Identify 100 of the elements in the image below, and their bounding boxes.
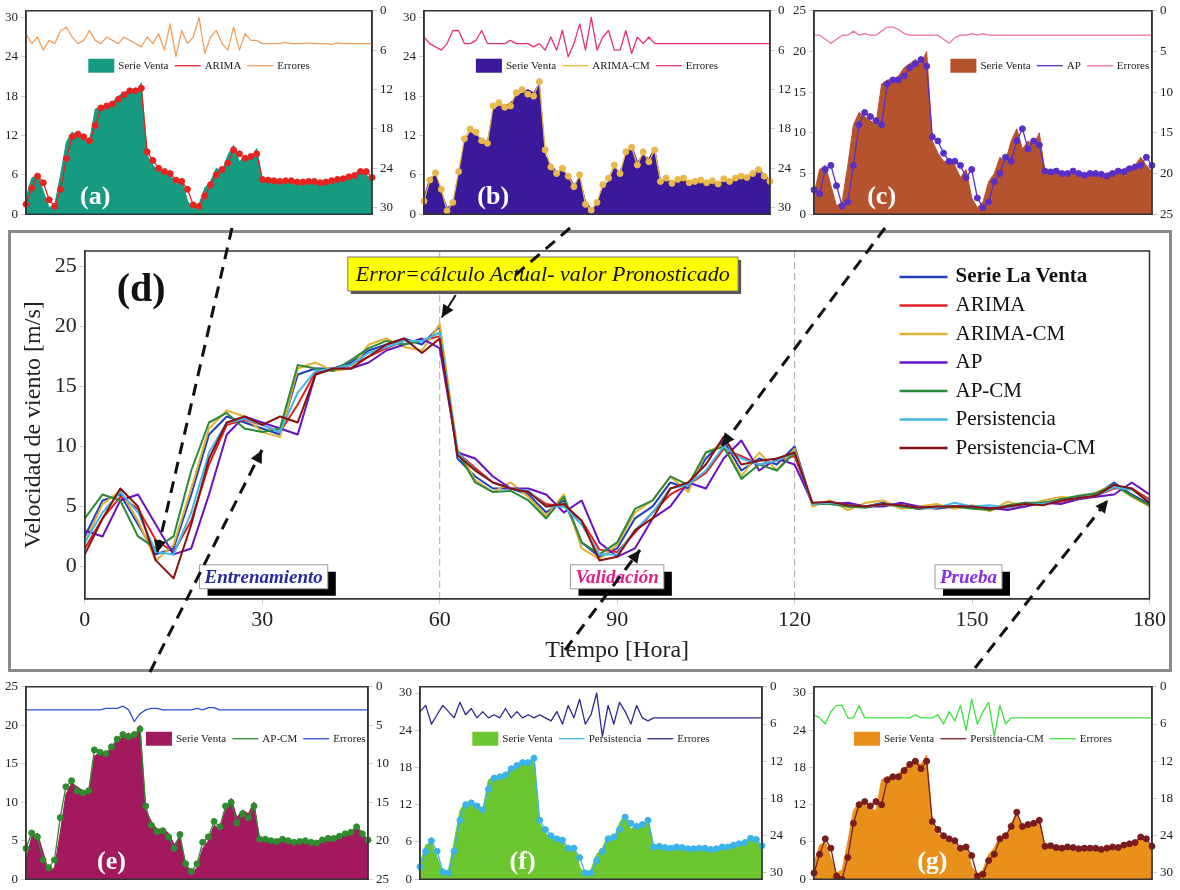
legend-label: Errores [277,58,310,71]
y2-tick-label: 30 [770,864,783,880]
y-tick-label: 18 [5,87,18,103]
y2-tick-label: 6 [380,41,387,57]
y2-tick-label: 25 [376,870,389,886]
text: (f) [509,846,536,876]
y-tick-label: 5 [799,164,806,180]
legend-label: Serie Venta [118,58,169,71]
legend-label: ARIMA [955,292,1027,317]
y2-tick-label: 0 [778,2,785,18]
y-tick-label: 10 [54,432,77,458]
y-tick-label: 15 [5,755,18,771]
legend-label: Errores [333,731,366,744]
legend-label: Serie Venta [502,731,553,744]
y-tick-label: 6 [799,833,807,849]
text: (a) [80,181,111,211]
legend-label: Serie Venta [883,731,935,744]
legend-label: Serie Venta [505,58,557,71]
legend-label: Serie Venta [980,58,1031,71]
y-tick-label: 25 [54,252,77,278]
y2-tick-label: 0 [376,678,383,694]
y2-tick-label: 10 [376,755,389,771]
y-tick-label: 30 [5,8,18,24]
y2-tick-label: 12 [770,752,783,768]
legend-label: Errores [677,731,710,744]
y-tick-label: 25 [793,2,806,18]
y-axis-title: Velocidad de viento [m/s] [18,301,45,549]
y2-tick-label: 0 [380,2,387,18]
legend-label: Errores [1079,731,1113,744]
y-tick-label: 15 [54,372,77,398]
y-tick-label: 25 [5,678,18,694]
legend-label: Serie La Venta [955,263,1088,288]
y2-tick-label: 25 [1160,205,1173,221]
y2-tick-label: 0 [1160,2,1167,18]
y-tick-label: 0 [11,870,18,886]
x-tick-label: 60 [428,605,451,631]
y2-tick-label: 15 [1160,124,1173,140]
legend-label: Serie Venta [175,731,227,744]
y2-tick-label: 18 [770,789,783,805]
y2-tick-label: 12 [380,80,393,96]
y-tick-label: 0 [799,205,806,221]
y-tick-label: 10 [5,793,18,809]
y2-tick-label: 20 [376,832,389,848]
y-tick-label: 20 [54,312,77,338]
y2-tick-label: 0 [770,678,777,694]
y-tick-label: 6 [11,166,19,182]
y-tick-label: 24 [5,48,19,64]
x-axis-title: Tiempo [Hora] [545,635,690,662]
annotation: Validación [575,565,659,587]
x-tick-label: 90 [606,605,629,631]
y-tick-label: 20 [5,716,18,732]
y-tick-label: 0 [11,205,18,221]
y-tick-label: 18 [793,758,806,774]
y2-tick-label: 5 [376,716,383,732]
y2-tick-label: 12 [1160,752,1173,768]
y2-tick-label: 0 [1160,678,1167,694]
legend-label: AP [955,349,983,374]
legend-label: Errores [1116,58,1150,71]
y-tick-label: 12 [403,126,416,142]
y-tick-label: 12 [399,796,412,812]
annotation: Error=cálculo Actual- valor Pronosticado [354,260,730,286]
text: (b) [477,181,510,211]
y-tick-label: 20 [793,42,806,58]
y-tick-label: 15 [793,83,806,99]
y-tick-label: 24 [399,721,413,737]
y2-tick-label: 18 [778,120,791,136]
y2-tick-label: 20 [1160,164,1173,180]
y-tick-label: 30 [793,684,806,700]
y-tick-label: 5 [11,832,18,848]
y-tick-label: 30 [399,684,412,700]
y2-tick-label: 15 [376,793,389,809]
y2-tick-label: 24 [380,159,394,175]
legend-label: Persistencia-CM [955,434,1096,459]
annotation: Prueba [939,565,998,587]
legend-label: AP-CM [262,731,298,744]
legend-label: Persistencia [588,731,642,744]
x-tick-label: 150 [955,605,989,631]
y-tick-label: 12 [5,126,18,142]
y-tick-label: 6 [405,833,413,849]
y-tick-label: 10 [793,124,806,140]
y-tick-label: 24 [793,721,807,737]
y2-tick-label: 24 [770,827,784,843]
text: (g) [917,846,948,876]
y-tick-label: 0 [405,870,412,886]
legend-label: Persistencia [955,406,1057,431]
y-tick-label: 12 [793,796,806,812]
y-tick-label: 0 [65,552,77,578]
y2-tick-label: 6 [778,41,785,57]
text: (c) [867,181,897,211]
y-tick-label: 0 [799,870,806,886]
y-tick-label: 5 [65,492,77,518]
y2-tick-label: 6 [770,715,777,731]
y2-tick-label: 18 [380,120,393,136]
y2-tick-label: 24 [778,159,792,175]
y2-tick-label: 24 [1160,827,1174,843]
y2-tick-label: 5 [1160,42,1167,58]
legend-label: AP [1066,58,1081,71]
y2-tick-label: 18 [1160,789,1173,805]
chart-title: (d) [116,265,166,310]
legend-label: ARIMA-CM [592,58,650,71]
